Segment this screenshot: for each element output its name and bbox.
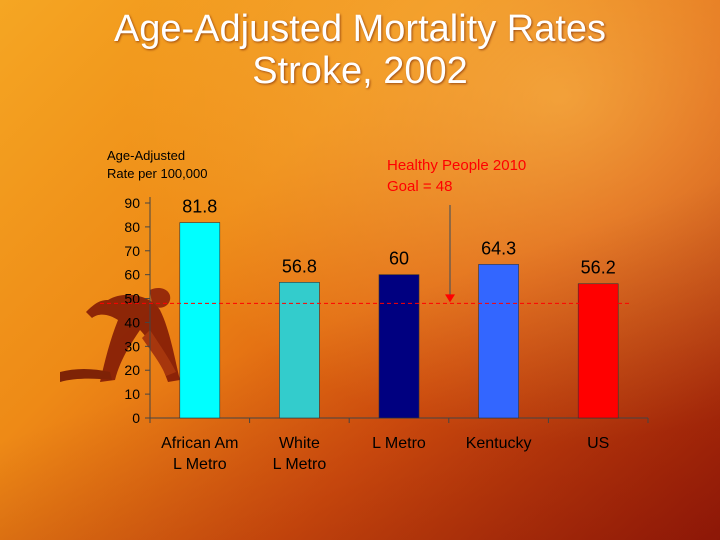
y-tick-label: 20 <box>124 362 140 378</box>
bar <box>279 282 320 419</box>
bar-value-label: 81.8 <box>182 197 217 217</box>
x-category-label: L Metro <box>372 435 426 452</box>
bar <box>179 222 221 419</box>
slide-title: Age-Adjusted Mortality Rates Stroke, 200… <box>0 8 720 92</box>
y-axis: Age-Adjusted Rate per 100,000 0 10 20 30 40 50 6… <box>107 148 207 426</box>
goal-label-line-2: Goal = 48 <box>387 178 452 195</box>
bar-value-label: 60 <box>389 249 409 269</box>
y-tick-label: 30 <box>124 338 140 354</box>
x-category-label: L Metro <box>173 456 227 473</box>
x-category-label: US <box>587 435 609 452</box>
sprinter-silhouette <box>60 288 180 382</box>
y-tick-label: 50 <box>124 291 140 307</box>
y-tick-label: 60 <box>124 267 140 283</box>
bar <box>577 283 619 419</box>
y-tick-label: 40 <box>124 314 140 330</box>
x-category-label: African Am <box>161 435 238 452</box>
y-axis-label-line-2: Rate per 100,000 <box>107 166 207 181</box>
title-line-2: Stroke, 2002 <box>252 50 468 92</box>
y-axis-label-line-1: Age-Adjusted <box>107 148 185 163</box>
y-tick-label: 90 <box>124 195 140 211</box>
y-tick-label: 0 <box>132 410 140 426</box>
y-tick-label: 80 <box>124 219 140 235</box>
bar <box>378 274 420 419</box>
bar-value-label: 56.2 <box>581 258 616 278</box>
y-tick-label: 10 <box>124 386 140 402</box>
title-line-1: Age-Adjusted Mortality Rates <box>113 8 607 50</box>
y-tick-label: 70 <box>124 243 140 259</box>
x-axis: African Am L Metro White L Metro L Metro Kent… <box>149 417 649 473</box>
x-category-label: L Metro <box>273 456 327 473</box>
bar <box>478 264 519 419</box>
bar-value-label: 56.8 <box>282 256 317 276</box>
goal-reference: Healthy People 2010 Goal = 48 <box>100 157 630 304</box>
goal-arrow-head <box>445 294 455 303</box>
x-category-label: White <box>279 435 320 452</box>
bar-value-label: 64.3 <box>481 238 516 258</box>
goal-label-line-1: Healthy People 2010 <box>387 157 526 174</box>
bars: 81.8 56.8 60 64.3 56.2 <box>179 197 619 419</box>
x-category-label: Kentucky <box>466 435 532 452</box>
